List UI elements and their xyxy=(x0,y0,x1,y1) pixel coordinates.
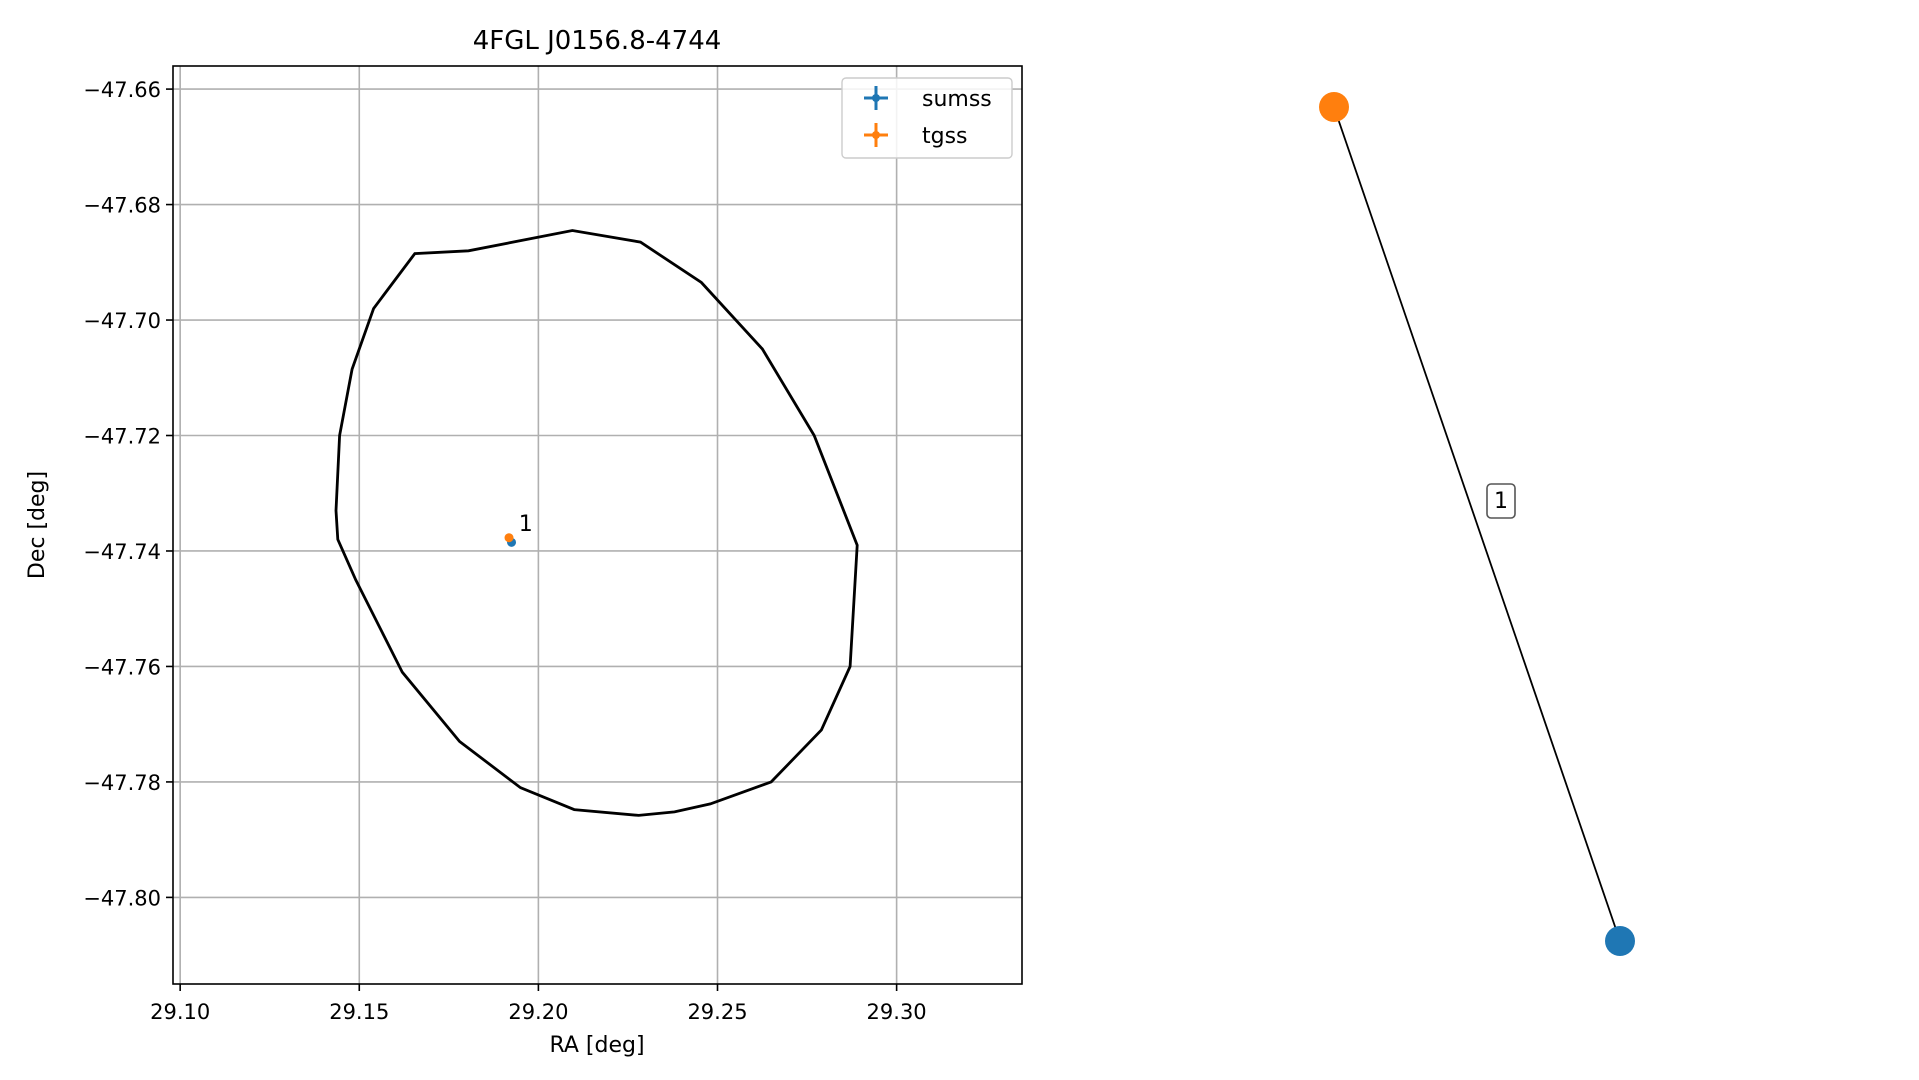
x-tick-label: 29.30 xyxy=(867,1000,927,1024)
network-edge xyxy=(1333,106,1621,942)
legend-dot xyxy=(872,131,880,139)
legend-marker-tgss xyxy=(864,123,888,147)
y-axis-label: Dec [deg] xyxy=(25,471,50,579)
x-tick-label: 29.10 xyxy=(150,1000,210,1024)
edge-label-text: 1 xyxy=(1494,489,1508,514)
data-points xyxy=(504,533,517,547)
annotations: 1 xyxy=(519,512,533,537)
x-gridlines xyxy=(179,66,898,984)
point-annotation: 1 xyxy=(519,512,533,537)
point-tgss xyxy=(504,533,514,543)
x-tick-label: 29.20 xyxy=(508,1000,568,1024)
y-tick-label: −47.70 xyxy=(83,309,161,333)
legend-marker-sumss xyxy=(864,86,888,110)
y-tick-label: −47.74 xyxy=(83,540,161,564)
y-tick-label: −47.80 xyxy=(83,886,161,910)
y-tick-label: −47.78 xyxy=(83,771,161,795)
y-tick-label: −47.72 xyxy=(83,425,161,449)
plot-frame xyxy=(172,65,1023,985)
network-node-sumss xyxy=(1605,926,1635,956)
legend-label-tgss: tgss xyxy=(922,124,968,149)
scatter-panel: 4FGL J0156.8-4744 1 29.10 29.15 29.20 29.25… xyxy=(25,26,1023,1058)
network-edge-label: 1 xyxy=(1486,483,1516,519)
x-ticks: 29.10 29.15 29.20 29.25 29.30 xyxy=(150,984,927,1024)
localization-ellipse xyxy=(334,229,859,817)
y-tick-label: −47.76 xyxy=(83,655,161,679)
x-axis-label: RA [deg] xyxy=(549,1033,644,1058)
x-tick-label: 29.15 xyxy=(329,1000,389,1024)
y-gridlines xyxy=(173,88,1022,899)
edge-label-box xyxy=(1486,483,1516,519)
y-tick-label: −47.66 xyxy=(83,78,161,102)
legend-dot xyxy=(872,94,880,102)
legend-entry-sumss: sumss xyxy=(864,86,992,112)
network-panel: 1 xyxy=(1319,92,1635,956)
legend-entry-tgss: tgss xyxy=(864,123,968,149)
chart-title: 4FGL J0156.8-4744 xyxy=(473,26,722,56)
y-tick-label: −47.68 xyxy=(83,194,161,218)
network-node-tgss xyxy=(1319,92,1349,122)
y-ticks: −47.66 −47.68 −47.70 −47.72 −47.74 −47.76 −47.… xyxy=(83,78,173,910)
legend-label-sumss: sumss xyxy=(922,87,992,112)
ellipse-outline xyxy=(334,229,859,817)
legend: sumss tgss xyxy=(841,77,1013,159)
x-tick-label: 29.25 xyxy=(687,1000,747,1024)
